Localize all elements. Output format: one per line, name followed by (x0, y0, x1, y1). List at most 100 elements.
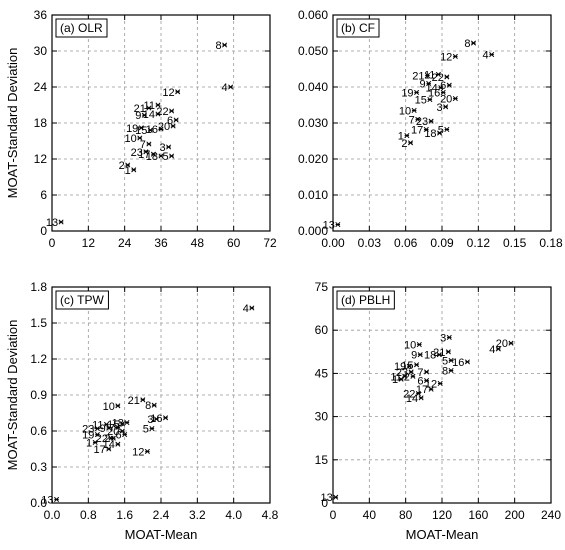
data-point: 5 (162, 151, 175, 163)
point-label: 12 (425, 378, 437, 390)
data-point: 4 (222, 82, 234, 94)
data-point: 20 (158, 121, 176, 133)
y-tick-label: 30 (315, 410, 329, 424)
point-label: 17 (94, 444, 106, 456)
point-label: 8 (442, 366, 448, 378)
data-point: 7 (409, 114, 421, 126)
point-label: 6 (417, 376, 423, 388)
data-point: 23 (82, 424, 100, 436)
y-tick-label: 0.060 (298, 8, 328, 22)
x-tick-label: 160 (468, 508, 488, 522)
data-point: 9 (100, 423, 112, 435)
x-tick-label: 24 (118, 236, 132, 250)
x-tick-label: 12 (82, 236, 96, 250)
panel-label-box (55, 18, 108, 38)
x-tick-label: 120 (432, 508, 452, 522)
point-label: 15 (135, 125, 147, 137)
point-label: 13 (323, 220, 335, 232)
x-tick-label: 36 (154, 236, 168, 250)
point-label: 20 (158, 121, 170, 133)
point-label: 3 (147, 414, 153, 426)
x-tick-label: 4.8 (262, 508, 279, 522)
point-label: 5 (442, 355, 448, 367)
point-label: 12 (162, 87, 174, 99)
data-point: 6 (440, 80, 452, 92)
data-point: 3 (440, 332, 452, 344)
data-point: 7 (109, 422, 121, 434)
point-label: 2 (119, 160, 125, 172)
y-tick-label: 0.050 (298, 44, 328, 58)
point-label: 20 (496, 338, 508, 350)
point-label: 15 (415, 95, 427, 107)
x-tick-label: 0.12 (467, 236, 491, 250)
y-tick-label: 45 (315, 366, 329, 380)
x-tick-label: 0 (330, 508, 337, 522)
data-point: 10 (103, 401, 121, 413)
data-point: 8 (215, 40, 228, 52)
point-label: 1 (392, 374, 398, 386)
point-label: 9 (411, 350, 417, 362)
data-point: 12 (440, 51, 458, 63)
x-tick-label: 4.0 (225, 508, 242, 522)
chart-panel-3: 0.0 0.8 1.6 2.4 3.2 4.0 4.8 0.0 0.3 0.6 0.9 1.2 1.5 1… (5, 280, 279, 542)
data-point: 16 (428, 87, 446, 99)
y-axis-title: MOAT-Standard Deviation (5, 48, 20, 199)
data-point: 22 (96, 433, 114, 445)
data-point: 21 (412, 70, 431, 82)
point-label: 7 (140, 139, 146, 151)
point-label: 19 (394, 361, 406, 373)
data-point: 23 (131, 147, 149, 159)
point-label: 6 (116, 430, 122, 442)
data-point: 23 (416, 116, 434, 128)
point-label: 10 (404, 340, 416, 352)
point-label: 18 (146, 151, 158, 163)
point-label: 14 (103, 439, 115, 451)
data-point: 4 (489, 344, 501, 356)
x-axis-title: MOAT-Mean (406, 527, 479, 542)
x-tick-label: 40 (363, 508, 377, 522)
data-point: 14 (406, 393, 424, 405)
x-tick-label: 80 (399, 508, 413, 522)
data-point: 17 (94, 444, 112, 456)
data-point: 2 (404, 371, 416, 383)
x-tick-label: 72 (263, 236, 277, 250)
data-point: 8 (145, 400, 157, 412)
data-point: 3 (437, 102, 449, 114)
point-label: 10 (103, 401, 115, 413)
data-point: 22 (403, 389, 421, 401)
data-point: 7 (417, 367, 430, 379)
y-tick-label: 0.3 (30, 460, 47, 474)
y-tick-label: 15 (315, 453, 329, 467)
y-tick-label: 0.6 (30, 424, 47, 438)
x-tick-label: 240 (541, 508, 561, 522)
data-point: 18 (146, 151, 164, 163)
x-tick-label: 2.4 (153, 508, 170, 522)
point-label: 1 (398, 131, 404, 143)
x-tick-label: 0.09 (430, 236, 454, 250)
data-point: 21 (134, 103, 152, 115)
y-tick-label: 0 (321, 496, 328, 510)
point-label: 4 (483, 50, 489, 62)
point-label: 22 (156, 106, 168, 118)
point-label: 11 (390, 371, 401, 383)
data-point: 17 (411, 124, 429, 136)
point-label: 7 (109, 422, 115, 434)
y-tick-label: 18 (34, 116, 48, 130)
point-label: 4 (489, 344, 495, 356)
point-label: 4 (222, 82, 228, 94)
point-label: 2 (404, 371, 410, 383)
point-label: 18 (424, 350, 436, 362)
point-label: 2 (104, 433, 110, 445)
y-tick-label: 0.9 (30, 388, 47, 402)
point-label: 21 (433, 347, 445, 359)
point-label: 12 (440, 51, 452, 63)
point-label: 19 (401, 87, 413, 99)
point-label: 11 (144, 100, 155, 112)
data-point: 15 (107, 419, 125, 431)
data-point: 18 (424, 128, 443, 140)
data-point: 20 (440, 94, 458, 106)
point-label: 18 (424, 128, 436, 140)
x-tick-label: 48 (191, 236, 205, 250)
y-tick-label: 75 (315, 280, 329, 294)
